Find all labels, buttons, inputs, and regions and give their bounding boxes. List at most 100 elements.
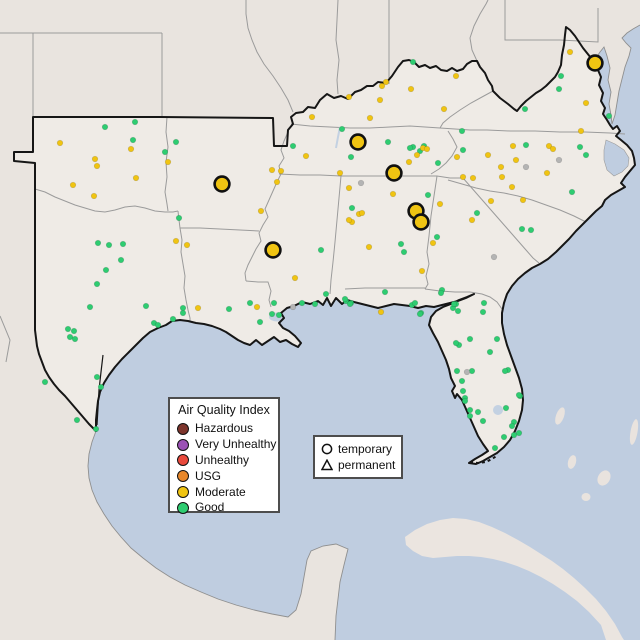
monitor-dot-good[interactable]	[97, 383, 105, 391]
monitor-dot-moderate[interactable]	[277, 167, 285, 175]
monitor-dot-good[interactable]	[515, 391, 523, 399]
monitor-dot-good[interactable]	[317, 246, 325, 254]
monitor-dot-good[interactable]	[555, 85, 563, 93]
monitor-dot-good[interactable]	[424, 191, 432, 199]
monitor-dot-good[interactable]	[117, 256, 125, 264]
monitor-dot-missing[interactable]	[289, 303, 297, 311]
monitor-dot-good[interactable]	[480, 299, 488, 307]
monitor-dot-good[interactable]	[101, 123, 109, 131]
monitor-dot-moderate[interactable]	[452, 72, 460, 80]
monitor-dot-good[interactable]	[416, 310, 424, 318]
monitor-dot-good[interactable]	[129, 136, 137, 144]
monitor-dot-good[interactable]	[527, 226, 535, 234]
monitor-dot-moderate[interactable]	[440, 105, 448, 113]
monitor-dot-good[interactable]	[518, 225, 526, 233]
monitor-dot-good[interactable]	[71, 335, 79, 343]
monitor-dot-moderate[interactable]	[69, 181, 77, 189]
monitor-dot-good[interactable]	[169, 315, 177, 323]
monitor-dot-good[interactable]	[70, 327, 78, 335]
monitor-dot-good[interactable]	[175, 214, 183, 222]
temporary-monitor-circle-moderate[interactable]	[586, 54, 604, 72]
monitor-dot-good[interactable]	[461, 397, 469, 405]
monitor-dot-good[interactable]	[433, 233, 441, 241]
monitor-dot-good[interactable]	[172, 138, 180, 146]
monitor-dot-good[interactable]	[454, 307, 462, 315]
monitor-dot-moderate[interactable]	[498, 173, 506, 181]
monitor-dot-good[interactable]	[41, 378, 49, 386]
monitor-dot-good[interactable]	[466, 335, 474, 343]
monitor-dot-moderate[interactable]	[194, 304, 202, 312]
monitor-dot-good[interactable]	[468, 367, 476, 375]
monitor-dot-moderate[interactable]	[566, 48, 574, 56]
monitor-dot-good[interactable]	[437, 289, 445, 297]
monitor-dot-moderate[interactable]	[512, 156, 520, 164]
monitor-dot-moderate[interactable]	[345, 93, 353, 101]
monitor-dot-moderate[interactable]	[91, 155, 99, 163]
monitor-dot-good[interactable]	[409, 58, 417, 66]
monitor-dot-missing[interactable]	[522, 163, 530, 171]
monitor-dot-moderate[interactable]	[273, 178, 281, 186]
monitor-dot-good[interactable]	[179, 304, 187, 312]
monitor-dot-good[interactable]	[142, 302, 150, 310]
monitor-dot-good[interactable]	[459, 387, 467, 395]
monitor-dot-good[interactable]	[73, 416, 81, 424]
monitor-dot-good[interactable]	[458, 377, 466, 385]
monitor-dot-good[interactable]	[275, 311, 283, 319]
monitor-dot-moderate[interactable]	[543, 169, 551, 177]
monitor-dot-good[interactable]	[491, 444, 499, 452]
monitor-dot-good[interactable]	[346, 300, 354, 308]
monitor-dot-good[interactable]	[508, 422, 516, 430]
monitor-dot-moderate[interactable]	[459, 173, 467, 181]
monitor-dot-moderate[interactable]	[497, 163, 505, 171]
monitor-dot-good[interactable]	[466, 412, 474, 420]
monitor-dot-moderate[interactable]	[484, 151, 492, 159]
monitor-dot-moderate[interactable]	[508, 183, 516, 191]
monitor-dot-moderate[interactable]	[336, 169, 344, 177]
monitor-dot-good[interactable]	[246, 299, 254, 307]
monitor-dot-good[interactable]	[510, 431, 518, 439]
monitor-dot-missing[interactable]	[463, 368, 471, 376]
monitor-dot-good[interactable]	[400, 248, 408, 256]
monitor-dot-moderate[interactable]	[358, 209, 366, 217]
monitor-dot-good[interactable]	[341, 295, 349, 303]
monitor-dot-moderate[interactable]	[127, 145, 135, 153]
monitor-dot-moderate[interactable]	[509, 142, 517, 150]
monitor-dot-moderate[interactable]	[487, 197, 495, 205]
monitor-dot-good[interactable]	[105, 241, 113, 249]
monitor-dot-good[interactable]	[501, 367, 509, 375]
monitor-dot-good[interactable]	[86, 303, 94, 311]
monitor-dot-good[interactable]	[500, 433, 508, 441]
monitor-dot-good[interactable]	[381, 288, 389, 296]
monitor-dot-good[interactable]	[411, 299, 419, 307]
temporary-monitor-circle-moderate[interactable]	[213, 175, 231, 193]
monitor-dot-good[interactable]	[458, 127, 466, 135]
monitor-dot-moderate[interactable]	[268, 166, 276, 174]
temporary-monitor-circle-moderate[interactable]	[264, 241, 282, 259]
monitor-dot-good[interactable]	[406, 144, 414, 152]
monitor-dot-good[interactable]	[493, 335, 501, 343]
monitor-dot-good[interactable]	[521, 105, 529, 113]
monitor-dot-good[interactable]	[347, 153, 355, 161]
monitor-dot-good[interactable]	[576, 143, 584, 151]
monitor-dot-missing[interactable]	[490, 253, 498, 261]
temporary-monitor-circle-moderate[interactable]	[385, 164, 403, 182]
monitor-dot-moderate[interactable]	[377, 308, 385, 316]
monitor-dot-moderate[interactable]	[418, 267, 426, 275]
monitor-dot-moderate[interactable]	[253, 303, 261, 311]
monitor-dot-good[interactable]	[605, 112, 613, 120]
monitor-dot-moderate[interactable]	[376, 96, 384, 104]
monitor-dot-moderate[interactable]	[405, 158, 413, 166]
monitor-dot-good[interactable]	[268, 310, 276, 318]
monitor-dot-moderate[interactable]	[132, 174, 140, 182]
monitor-dot-good[interactable]	[474, 408, 482, 416]
monitor-dot-moderate[interactable]	[308, 113, 316, 121]
monitor-dot-good[interactable]	[459, 146, 467, 154]
monitor-dot-good[interactable]	[557, 72, 565, 80]
monitor-dot-good[interactable]	[270, 299, 278, 307]
monitor-dot-good[interactable]	[473, 209, 481, 217]
monitor-dot-moderate[interactable]	[93, 162, 101, 170]
monitor-dot-good[interactable]	[397, 240, 405, 248]
monitor-dot-moderate[interactable]	[378, 82, 386, 90]
monitor-dot-moderate[interactable]	[345, 216, 353, 224]
monitor-dot-moderate[interactable]	[545, 142, 553, 150]
